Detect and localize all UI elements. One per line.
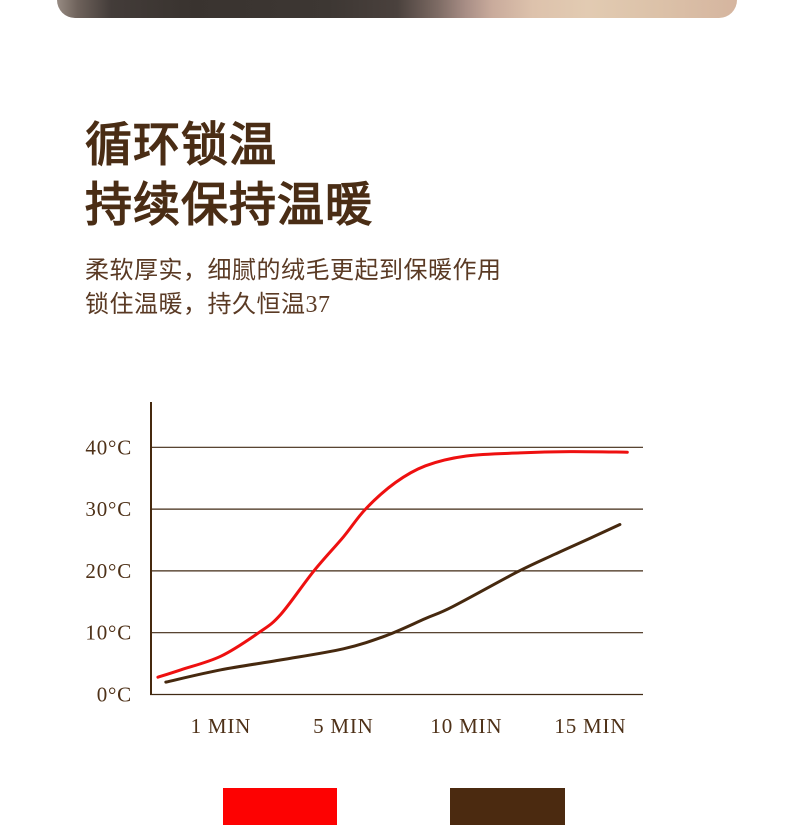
svg-text:40°C: 40°C [85,435,132,459]
legend-swatch-red [223,788,337,825]
subtitle: 柔软厚实，细腻的绒毛更起到保暖作用 锁住温暖，持久恒温37 [85,254,502,322]
svg-text:5 MIN: 5 MIN [313,714,374,738]
svg-text:10°C: 10°C [85,621,132,645]
series-fast-warming-product [156,450,629,679]
svg-text:10 MIN: 10 MIN [430,714,502,738]
subtitle-line1: 柔软厚实，细腻的绒毛更起到保暖作用 [85,258,502,284]
chart-legend [0,788,790,826]
svg-text:20°C: 20°C [85,559,132,583]
page-title-line1: 循环锁温 [85,120,277,172]
x-axis-ticks: 1 MIN 5 MIN 10 MIN 15 MIN [191,714,626,738]
svg-text:0°C: 0°C [97,683,132,707]
page-title-line2: 持续保持温暖 [85,180,373,232]
subtitle-line2: 锁住温暖，持久恒温37 [85,292,331,318]
series-ordinary-comparison [164,523,622,684]
gridlines [150,446,643,696]
svg-text:15 MIN: 15 MIN [554,714,626,738]
product-photo-strip [57,0,737,18]
legend-swatch-brown [450,788,565,825]
page-title: 循环锁温 持续保持温暖 [85,116,373,236]
svg-text:1 MIN: 1 MIN [191,714,252,738]
y-axis-ticks: 0°C 10°C 20°C 30°C 40°C [85,435,132,707]
svg-text:30°C: 30°C [85,497,132,521]
